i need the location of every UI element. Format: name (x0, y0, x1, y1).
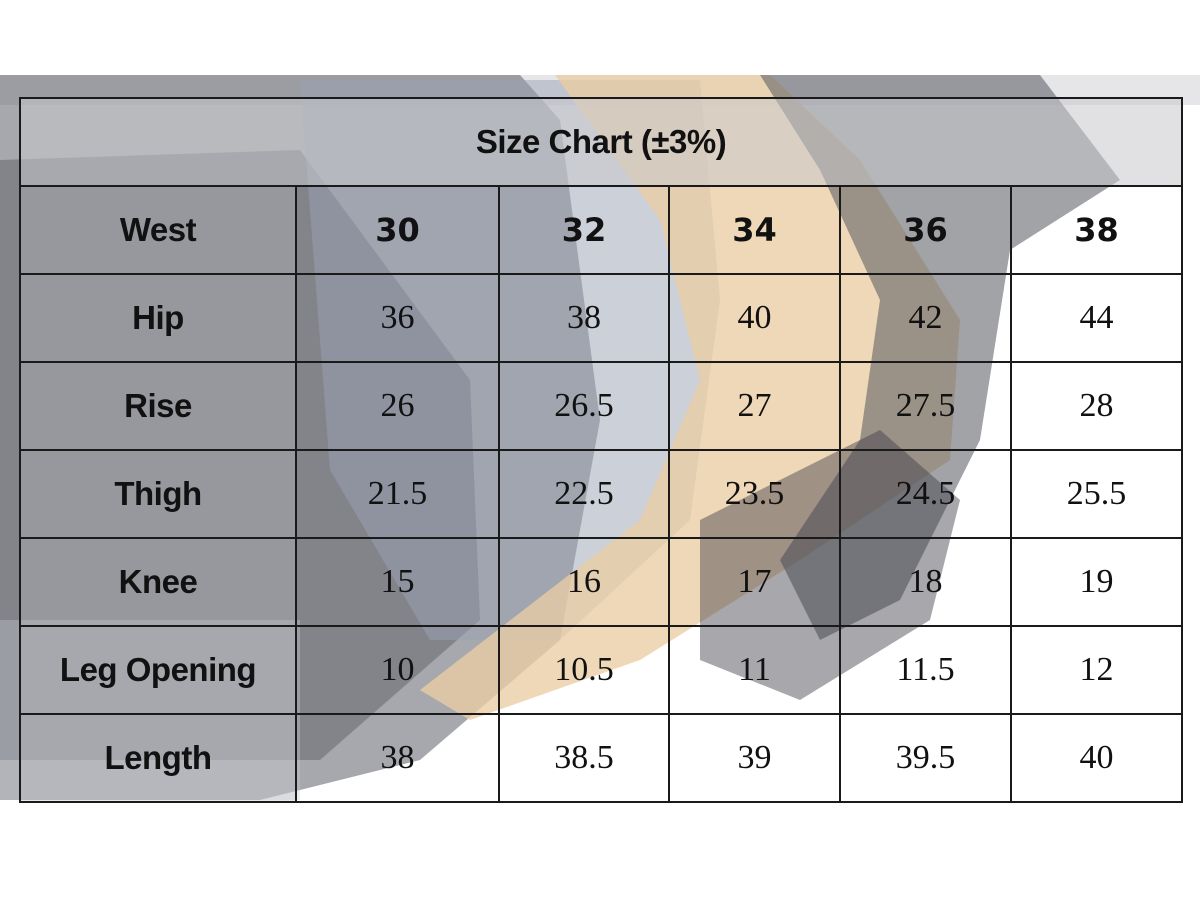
row-label: Thigh (19, 449, 297, 539)
size-header: 30 (295, 185, 500, 275)
table-row-hip: Hip 36 38 40 42 44 (19, 273, 1184, 363)
table-row-thigh: Thigh 21.5 22.5 23.5 24.5 25.5 (19, 449, 1184, 539)
table-cell: 23.5 (668, 449, 841, 539)
table-cell: 11 (668, 625, 841, 715)
table-cell: 28 (1009, 361, 1184, 451)
table-cell: 38.5 (498, 713, 670, 803)
table-cell: 39 (668, 713, 841, 803)
table-row-knee: Knee 15 16 17 18 19 (19, 537, 1184, 627)
row-label: Knee (19, 537, 297, 627)
table-cell: 12 (1009, 625, 1184, 715)
table-cell: 40 (1009, 713, 1184, 803)
table-cell: 10 (295, 625, 500, 715)
table-cell: 16 (498, 537, 670, 627)
table-cell: 36 (295, 273, 500, 363)
size-header: 32 (498, 185, 670, 275)
row-label: Rise (19, 361, 297, 451)
table-cell: 39.5 (839, 713, 1012, 803)
size-chart-table: Size Chart (±3%) West 30 32 34 36 38 Hip… (18, 97, 1184, 803)
table-cell: 42 (839, 273, 1012, 363)
table-cell: 15 (295, 537, 500, 627)
table-cell: 27.5 (839, 361, 1012, 451)
table-cell: 10.5 (498, 625, 670, 715)
table-cell: 25.5 (1009, 449, 1184, 539)
header-row: West 30 32 34 36 38 (19, 185, 1184, 275)
table-cell: 44 (1009, 273, 1184, 363)
table-cell: 24.5 (839, 449, 1012, 539)
table-cell: 26 (295, 361, 500, 451)
size-header: 36 (839, 185, 1012, 275)
table-cell: 38 (498, 273, 670, 363)
table-row-rise: Rise 26 26.5 27 27.5 28 (19, 361, 1184, 451)
table-row-leg-opening: Leg Opening 10 10.5 11 11.5 12 (19, 625, 1184, 715)
table-cell: 17 (668, 537, 841, 627)
table-cell: 40 (668, 273, 841, 363)
table-cell: 38 (295, 713, 500, 803)
row-label: Hip (19, 273, 297, 363)
header-row-label: West (19, 185, 297, 275)
table-cell: 19 (1009, 537, 1184, 627)
table-cell: 22.5 (498, 449, 670, 539)
size-header: 34 (668, 185, 841, 275)
row-label: Length (19, 713, 297, 803)
table-row-length: Length 38 38.5 39 39.5 40 (19, 713, 1184, 803)
size-chart-title: Size Chart (±3%) (18, 97, 1184, 187)
size-header: 38 (1009, 185, 1184, 275)
table-cell: 27 (668, 361, 841, 451)
table-cell: 11.5 (839, 625, 1012, 715)
table-cell: 21.5 (295, 449, 500, 539)
table-cell: 26.5 (498, 361, 670, 451)
row-label: Leg Opening (19, 625, 297, 715)
title-row: Size Chart (±3%) (18, 97, 1184, 187)
table-cell: 18 (839, 537, 1012, 627)
